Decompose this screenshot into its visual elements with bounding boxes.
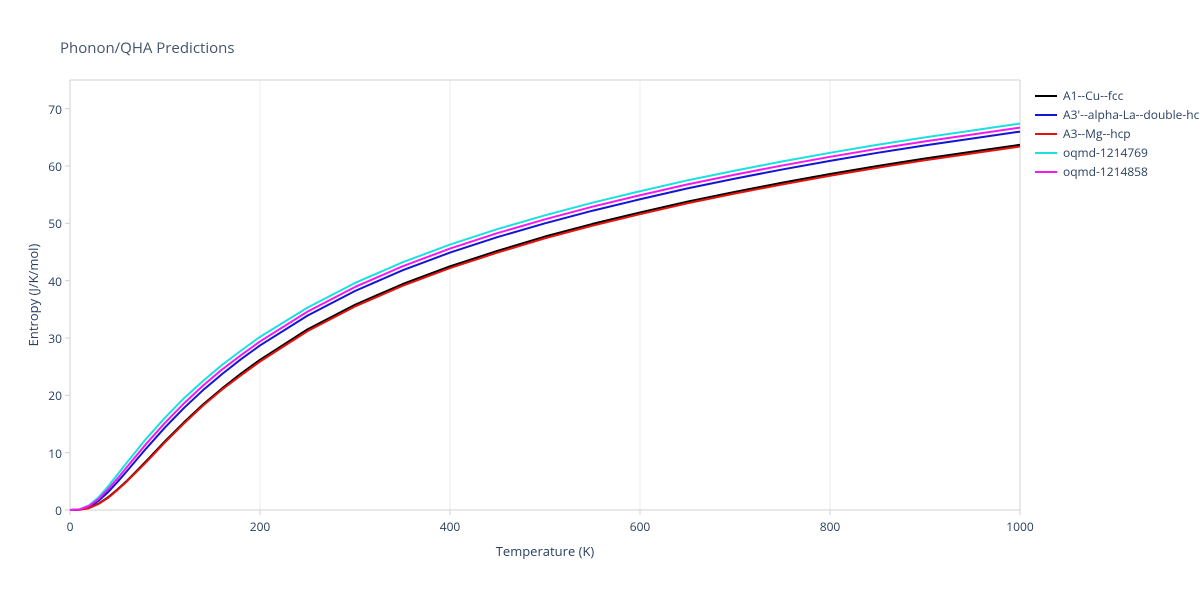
y-tick-label: 10 bbox=[48, 445, 62, 462]
y-tick-label: 0 bbox=[55, 502, 62, 519]
legend-swatch bbox=[1035, 95, 1057, 97]
legend-item[interactable]: oqmd-1214858 bbox=[1035, 162, 1200, 181]
plot-svg bbox=[0, 0, 1200, 600]
legend-label: oqmd-1214858 bbox=[1063, 163, 1148, 180]
x-tick-label: 1000 bbox=[1005, 518, 1035, 535]
x-tick-label: 0 bbox=[55, 518, 85, 535]
y-tick-label: 40 bbox=[48, 273, 62, 290]
y-axis-label: Entropy (J/K/mol) bbox=[24, 235, 42, 355]
legend: A1--Cu--fcc A3'--alpha-La--double-hcp A3--… bbox=[1035, 86, 1200, 181]
legend-swatch bbox=[1035, 114, 1057, 116]
y-tick-label: 70 bbox=[48, 101, 62, 118]
legend-swatch bbox=[1035, 171, 1057, 173]
x-tick-label: 200 bbox=[245, 518, 275, 535]
legend-item[interactable]: oqmd-1214769 bbox=[1035, 143, 1200, 162]
y-tick-label: 60 bbox=[48, 158, 62, 175]
legend-swatch bbox=[1035, 133, 1057, 135]
y-tick-label: 50 bbox=[48, 215, 62, 232]
chart-container: Phonon/QHA Predictions Temperature (K) E… bbox=[0, 0, 1200, 600]
legend-label: A3--Mg--hcp bbox=[1063, 125, 1131, 142]
x-tick-label: 600 bbox=[625, 518, 655, 535]
x-axis-label: Temperature (K) bbox=[485, 542, 605, 560]
y-tick-label: 30 bbox=[48, 330, 62, 347]
legend-label: A3'--alpha-La--double-hcp bbox=[1063, 106, 1200, 123]
legend-swatch bbox=[1035, 152, 1057, 154]
legend-label: A1--Cu--fcc bbox=[1063, 87, 1123, 104]
legend-item[interactable]: A3--Mg--hcp bbox=[1035, 124, 1200, 143]
x-tick-label: 400 bbox=[435, 518, 465, 535]
legend-item[interactable]: A1--Cu--fcc bbox=[1035, 86, 1200, 105]
legend-label: oqmd-1214769 bbox=[1063, 144, 1148, 161]
y-tick-label: 20 bbox=[48, 387, 62, 404]
x-tick-label: 800 bbox=[815, 518, 845, 535]
legend-item[interactable]: A3'--alpha-La--double-hcp bbox=[1035, 105, 1200, 124]
